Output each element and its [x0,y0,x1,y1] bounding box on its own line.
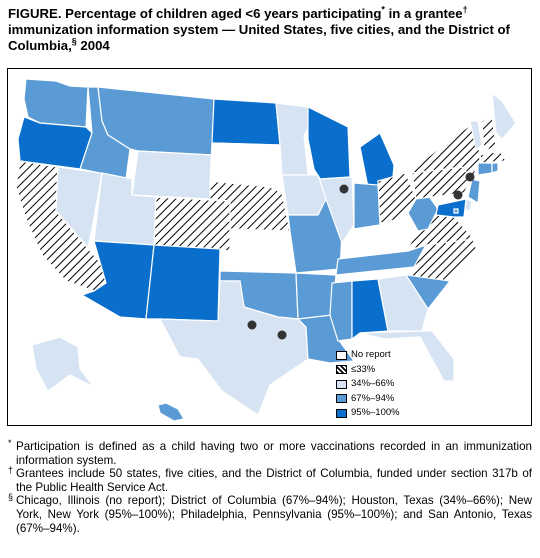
state-ga [377,274,429,332]
state-nj [467,178,481,205]
legend-swatch-no-report [336,350,347,360]
state-wa [23,78,89,128]
us-map [15,78,517,422]
state-fl [359,330,455,382]
state-dc [453,208,459,214]
footnote-participation: * Participation is defined as a child hav… [8,438,532,467]
legend-item-67-94: 67%–94% [336,392,400,407]
city-dot-chicago [339,184,349,194]
state-ma [479,150,508,164]
state-in [353,182,381,230]
legend-swatch-67-94 [336,394,347,404]
state-nm [145,244,221,322]
city-dot-new-york [465,172,475,182]
city-dot-san-antonio [247,320,257,330]
state-md [435,198,467,218]
state-ct [477,162,493,176]
state-hi [157,402,185,422]
state-oh [377,172,417,224]
footnote-grantees: † Grantees include 50 states, five cities… [8,465,532,494]
legend-item-le33: ≤33% [336,363,400,378]
legend-item-95-100: 95%–100% [336,406,400,421]
state-wy [131,150,213,200]
city-dot-houston [277,330,287,340]
figure-title: FIGURE. Percentage of children aged <6 y… [8,4,510,53]
state-ms [329,280,353,342]
state-ky [341,218,419,254]
footnote-cities: § Chicago, Illinois (no report); District… [8,492,532,535]
legend-swatch-le33 [336,365,347,375]
state-vt [469,120,483,150]
state-wi [307,106,351,180]
legend-swatch-95-100 [336,408,347,418]
state-ak [31,336,95,392]
city-dot-philadelphia [453,190,463,200]
legend-item-34-66: 34%–66% [336,377,400,392]
state-ny [410,126,481,181]
legend-swatch-34-66 [336,379,347,389]
state-nd [211,98,281,146]
state-mo [287,197,343,274]
legend-item-no-report: No report [336,348,400,363]
state-nh [481,114,497,152]
state-ri [491,162,499,174]
footnotes: * Participation is defined as a child hav… [8,438,532,535]
map-legend: No report ≤33% 34%–66% 67%–94% 95%–100% [336,348,400,421]
map-panel [7,68,532,426]
state-co [153,196,231,252]
state-ks [229,228,297,274]
state-me [491,91,517,140]
